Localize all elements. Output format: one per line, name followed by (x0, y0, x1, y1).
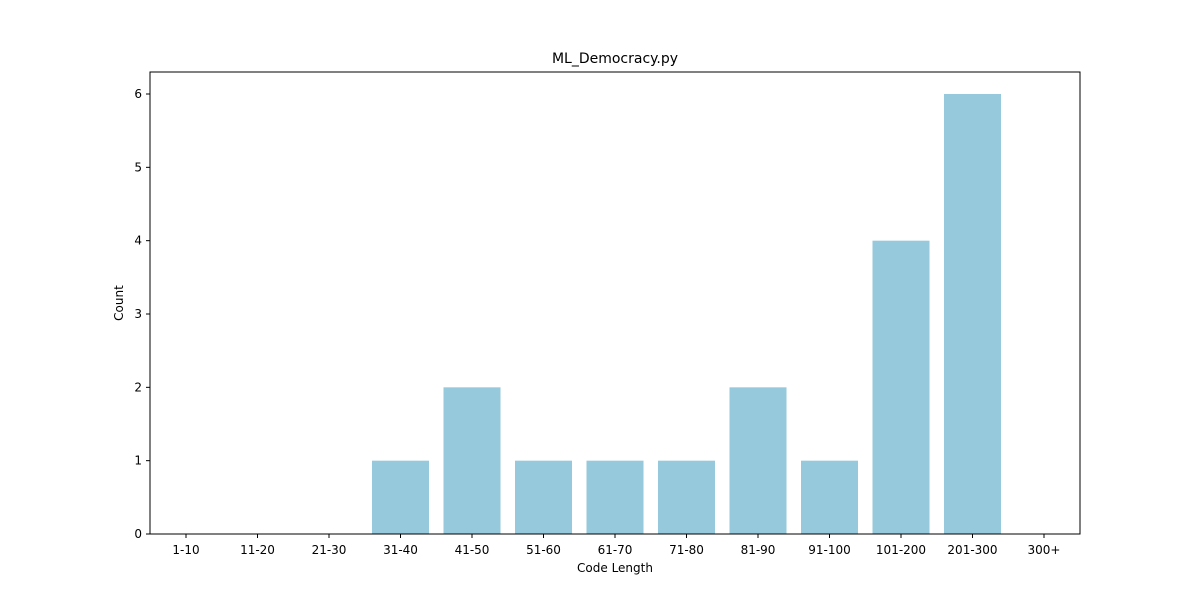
x-tick-label: 41-50 (455, 543, 490, 557)
bar-201-300 (944, 94, 1001, 534)
bar-81-90 (729, 387, 787, 534)
y-tick-label: 5 (134, 160, 142, 174)
x-axis: 1-10 11-20 21-30 31-40 41-50 51-60 61-70 71-80 8… (172, 534, 1060, 557)
x-tick-label: 300+ (1028, 543, 1061, 557)
y-axis: 0 1 2 3 4 5 6 (134, 87, 150, 541)
x-tick-label: 11-20 (240, 543, 275, 557)
y-tick-label: 4 (134, 234, 142, 248)
y-tick-label: 1 (134, 454, 142, 468)
y-tick-label: 0 (134, 527, 142, 541)
x-tick-label: 1-10 (172, 543, 199, 557)
x-tick-label: 81-90 (741, 543, 776, 557)
y-tick-label: 2 (134, 380, 142, 394)
y-axis-label: Count (112, 285, 126, 321)
chart-title: ML_Democracy.py (552, 51, 678, 67)
bars-group (372, 94, 1001, 535)
plot-frame (149, 71, 1081, 535)
bar-41-50 (443, 387, 501, 534)
x-tick-label: 21-30 (312, 543, 347, 557)
x-tick-label: 101-200 (876, 543, 926, 557)
bar-51-60 (515, 460, 572, 534)
bar-31-40 (372, 460, 429, 534)
x-tick-label: 91-100 (808, 543, 851, 557)
x-tick-label: 31-40 (383, 543, 418, 557)
bar-61-70 (586, 460, 644, 534)
bar-71-80 (658, 460, 715, 534)
bar-101-200 (872, 240, 930, 535)
x-tick-label: 201-300 (947, 543, 997, 557)
x-tick-label: 51-60 (526, 543, 561, 557)
bar-91-100 (801, 460, 858, 534)
y-tick-label: 3 (134, 307, 142, 321)
y-tick-label: 6 (134, 87, 142, 101)
x-tick-label: 71-80 (669, 543, 704, 557)
x-axis-label: Code Length (577, 561, 653, 575)
x-tick-label: 61-70 (598, 543, 633, 557)
